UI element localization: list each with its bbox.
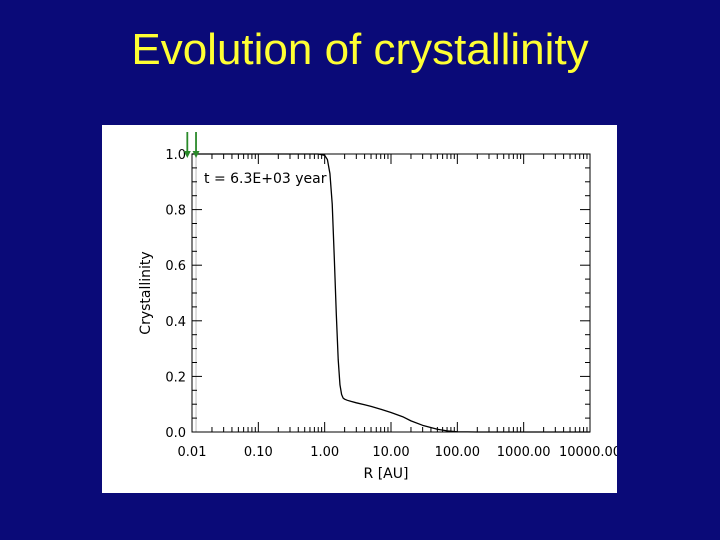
chart-panel: 0.01 0.10 1.00 10.00 100.00 1000.00 10000.00 0.…	[102, 125, 617, 493]
y-tick-label: 0.6	[165, 259, 186, 274]
down-arrow-icon	[183, 151, 191, 158]
time-annotation: t = 6.3E+03 year	[204, 171, 327, 187]
y-tick-label: 0.8	[165, 204, 186, 219]
y-tick-label: 0.4	[165, 315, 186, 330]
crystallinity-chart: 0.01 0.10 1.00 10.00 100.00 1000.00 10000.00 0.…	[138, 132, 617, 482]
y-tick-label: 1.0	[165, 148, 186, 163]
x-tick-label: 0.10	[244, 445, 273, 460]
down-arrow-icon	[192, 151, 200, 158]
y-tick-label: 0.0	[165, 426, 186, 441]
x-tick-label: 100.00	[435, 445, 481, 460]
plot-frame	[191, 153, 591, 433]
slide-title: Evolution of crystallinity	[131, 25, 589, 74]
crystallinity-line	[192, 153, 590, 433]
x-axis-label: R [AU]	[364, 466, 409, 482]
y-tick-label: 0.2	[165, 370, 186, 385]
x-tick-label: 10.00	[372, 445, 409, 460]
y-axis-label: Crystallinity	[138, 251, 154, 334]
x-tick-label: 10000.00	[559, 445, 617, 460]
x-tick-label: 1.00	[310, 445, 339, 460]
x-tick-label: 1000.00	[497, 445, 551, 460]
x-tick-label: 0.01	[178, 445, 207, 460]
